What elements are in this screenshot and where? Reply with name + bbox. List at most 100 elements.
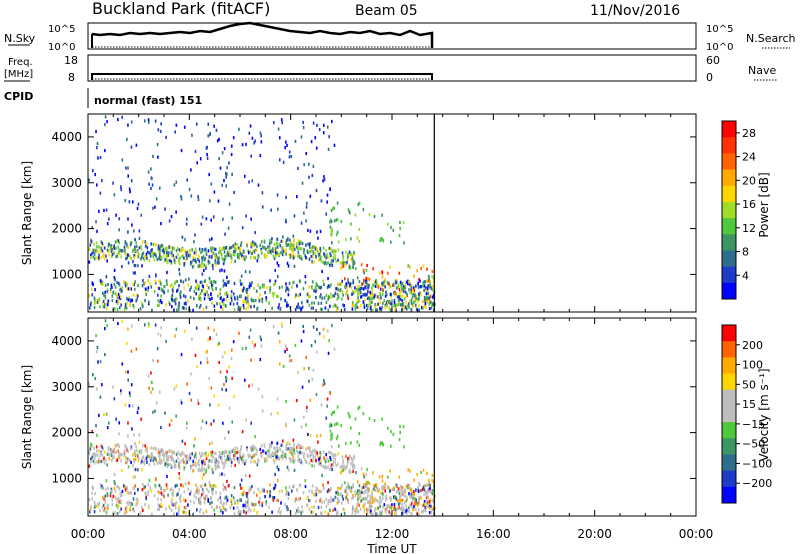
echo-point bbox=[91, 251, 93, 255]
colorbar-tick-label: 24 bbox=[742, 151, 756, 164]
echo-point bbox=[255, 248, 258, 252]
echo-point bbox=[174, 334, 176, 338]
echo-point bbox=[173, 183, 176, 187]
echo-point bbox=[368, 499, 371, 504]
echo-point bbox=[145, 456, 148, 460]
echo-point bbox=[285, 240, 288, 244]
echo-point bbox=[289, 442, 291, 446]
echo-point bbox=[297, 306, 300, 310]
echo-point bbox=[282, 439, 284, 443]
echo-point bbox=[387, 271, 389, 275]
echo-point bbox=[418, 308, 420, 312]
echo-point bbox=[273, 495, 276, 500]
echo-point bbox=[250, 421, 252, 425]
echo-point bbox=[103, 497, 105, 501]
echo-point bbox=[191, 248, 194, 252]
echo-point bbox=[95, 241, 98, 245]
echo-point bbox=[247, 497, 249, 501]
echo-point bbox=[91, 491, 93, 495]
echo-point bbox=[298, 497, 300, 501]
echo-point bbox=[185, 461, 187, 466]
echo-point bbox=[332, 455, 335, 459]
echo-point bbox=[224, 256, 227, 260]
echo-point bbox=[366, 486, 368, 491]
echo-point bbox=[294, 511, 297, 516]
echo-point bbox=[294, 343, 297, 347]
echo-point bbox=[371, 288, 373, 293]
echo-point bbox=[164, 411, 166, 415]
echo-point bbox=[250, 305, 252, 309]
echo-point bbox=[358, 292, 360, 296]
echo-point bbox=[413, 301, 415, 305]
echo-point bbox=[129, 243, 132, 247]
echo-point bbox=[211, 467, 214, 472]
echo-point bbox=[113, 246, 116, 251]
echo-point bbox=[239, 447, 242, 452]
echo-point bbox=[208, 442, 211, 446]
echo-point bbox=[214, 458, 216, 463]
echo-point bbox=[159, 485, 162, 489]
echo-point bbox=[201, 215, 204, 219]
echo-point bbox=[349, 266, 352, 270]
echo-point bbox=[229, 250, 231, 255]
echo-point bbox=[274, 250, 277, 255]
echo-point bbox=[268, 301, 270, 305]
echo-point bbox=[105, 306, 108, 311]
echo-point bbox=[272, 254, 275, 258]
echo-point bbox=[147, 490, 150, 494]
echo-point bbox=[156, 142, 159, 147]
echo-point bbox=[245, 301, 248, 305]
echo-point bbox=[301, 509, 304, 513]
echo-point bbox=[415, 296, 417, 300]
echo-point bbox=[358, 405, 361, 409]
echo-point bbox=[261, 205, 264, 209]
echo-point bbox=[267, 449, 269, 453]
echo-point bbox=[299, 280, 302, 284]
echo-point bbox=[247, 305, 249, 309]
echo-point bbox=[366, 306, 369, 311]
echo-point bbox=[150, 371, 152, 375]
echo-point bbox=[139, 511, 142, 515]
echo-point bbox=[130, 324, 133, 328]
echo-point bbox=[319, 499, 321, 503]
echo-point bbox=[420, 266, 422, 270]
echo-point bbox=[301, 301, 303, 305]
echo-point bbox=[342, 465, 345, 469]
echo-point bbox=[412, 494, 414, 498]
echo-point bbox=[222, 421, 224, 425]
echo-point bbox=[147, 506, 150, 510]
echo-point bbox=[276, 465, 279, 469]
echo-point bbox=[250, 283, 252, 287]
echo-point bbox=[181, 306, 184, 310]
echo-point bbox=[327, 351, 330, 355]
echo-point bbox=[201, 453, 203, 458]
echo-point bbox=[428, 483, 430, 487]
echo-point bbox=[379, 442, 382, 447]
echo-point bbox=[239, 498, 242, 502]
echo-point bbox=[118, 421, 121, 425]
echo-point bbox=[280, 501, 282, 505]
echo-point bbox=[350, 258, 352, 262]
echo-point bbox=[219, 500, 222, 505]
echo-point bbox=[204, 256, 207, 260]
echo-point bbox=[396, 507, 399, 511]
echo-point bbox=[188, 187, 191, 192]
echo-point bbox=[127, 378, 129, 382]
echo-point bbox=[375, 308, 377, 312]
echo-point bbox=[386, 505, 389, 509]
echo-point bbox=[101, 495, 104, 499]
echo-point bbox=[95, 300, 97, 304]
echo-point bbox=[333, 206, 336, 210]
echo-point bbox=[341, 297, 343, 301]
echo-point bbox=[401, 485, 404, 490]
echo-point bbox=[211, 254, 213, 259]
echo-point bbox=[250, 460, 252, 464]
echo-point bbox=[403, 303, 405, 308]
echo-point bbox=[353, 454, 355, 459]
echo-point bbox=[180, 248, 183, 252]
echo-point bbox=[366, 496, 368, 500]
echo-point bbox=[417, 297, 420, 301]
echo-point bbox=[380, 307, 383, 312]
echo-point bbox=[285, 486, 287, 490]
echo-point bbox=[346, 257, 349, 261]
